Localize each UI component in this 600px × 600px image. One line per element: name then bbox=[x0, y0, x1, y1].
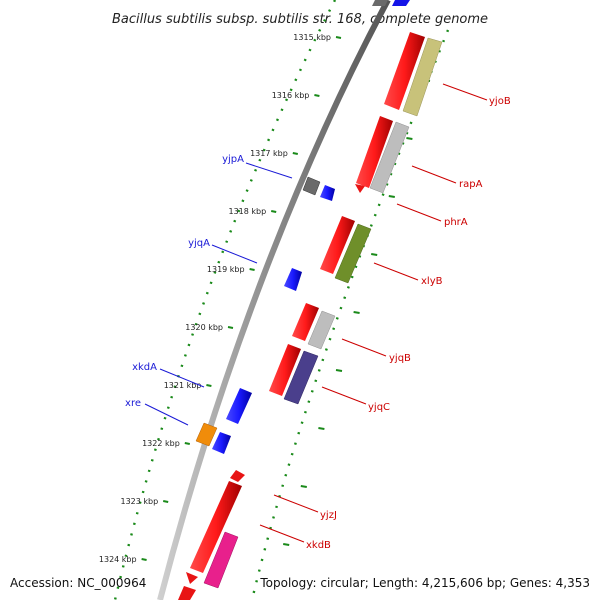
gene-yjoB-arrow bbox=[384, 32, 425, 110]
gene-label-xkdB[interactable]: xkdB bbox=[306, 540, 331, 551]
ruler-label-1320: 1320 kbp bbox=[185, 323, 223, 332]
gene-xlyB-homolog bbox=[334, 223, 372, 284]
accession-label: Accession: NC_000964 bbox=[10, 576, 147, 590]
reverse-gene-labels: yjpA yjqA xkdA xre bbox=[125, 154, 293, 426]
leader-line-yjpA bbox=[245, 162, 293, 179]
topology-label: Topology: circular; Length: 4,215,606 bp… bbox=[260, 576, 590, 590]
ruler-tick-1321 bbox=[206, 384, 212, 387]
ruler-outer-tick-1319 bbox=[353, 311, 360, 314]
ruler-outer-tick-1323 bbox=[283, 543, 290, 546]
ruler-tick-1324 bbox=[141, 558, 147, 561]
gene-yjpA-homolog bbox=[302, 176, 321, 196]
leader-line-xre bbox=[144, 403, 189, 426]
leader-line-yjzJ bbox=[273, 494, 319, 513]
leader-line-rapA bbox=[411, 165, 457, 184]
gene-label-xlyB[interactable]: xlyB bbox=[421, 276, 443, 287]
gene-label-yjpA[interactable]: yjpA bbox=[222, 154, 244, 165]
ruler-outer-tick-1321 bbox=[318, 427, 325, 430]
gene-label-yjoB[interactable]: yjoB bbox=[489, 96, 511, 107]
gene-label-yjqB[interactable]: yjqB bbox=[389, 353, 411, 364]
gene-yjqC-homolog bbox=[283, 350, 319, 405]
ruler-tick-1323 bbox=[163, 500, 169, 503]
ruler-label-1324: 1324 kbp bbox=[99, 555, 137, 564]
gene-bottom-arrow-small bbox=[186, 572, 198, 584]
ruler-outer-tick-1318 bbox=[371, 253, 378, 256]
ruler-outer-tick-1320 bbox=[335, 369, 343, 372]
gene-bottom-arrow bbox=[178, 586, 196, 600]
ruler-label-1318: 1318 kbp bbox=[228, 207, 266, 216]
ruler-tick-1316 bbox=[314, 94, 320, 97]
ruler-tick-1318 bbox=[271, 210, 277, 213]
gene-label-yjqC[interactable]: yjqC bbox=[368, 402, 390, 413]
ruler-tick-1320 bbox=[227, 326, 234, 329]
leader-line-yjqC bbox=[321, 386, 367, 405]
ruler-ticks: 1315 kbp 1316 kbp 1317 kbp 1318 kbp 1319 kbp… bbox=[99, 33, 431, 564]
gene-top-gray bbox=[372, 0, 388, 6]
gene-yjoB-homolog bbox=[402, 37, 443, 117]
sequence-backbone bbox=[157, 0, 391, 600]
forward-genes bbox=[178, 0, 443, 600]
leader-line-xkdA bbox=[159, 368, 205, 388]
gene-top-blue bbox=[392, 0, 410, 6]
gene-yjqB-homolog bbox=[307, 310, 336, 350]
gene-yjpA-arrow bbox=[320, 185, 335, 201]
gene-phrA-arrow bbox=[355, 184, 365, 193]
ruler-outer-tick-1322 bbox=[300, 485, 307, 488]
gene-xlyB-arrow bbox=[320, 216, 355, 274]
ruler-outer-tick-1316 bbox=[406, 137, 413, 140]
ruler-outer-tick-1317 bbox=[388, 195, 395, 198]
gene-yjzJ-arrow bbox=[230, 470, 245, 482]
leader-line-yjqA bbox=[211, 244, 258, 264]
gene-yjqC-arrow bbox=[269, 344, 301, 396]
gene-xre-arrow bbox=[212, 432, 231, 454]
gene-yjqB-arrow bbox=[292, 303, 319, 341]
gene-xkdB-arrow bbox=[190, 481, 242, 573]
gene-rapA-arrow bbox=[356, 116, 393, 188]
leader-line-phrA bbox=[396, 203, 442, 222]
gene-label-rapA[interactable]: rapA bbox=[459, 179, 483, 190]
gene-rapA-homolog bbox=[369, 121, 410, 194]
gene-label-phrA[interactable]: phrA bbox=[444, 217, 468, 228]
ruler-label-1316: 1316 kbp bbox=[272, 91, 310, 100]
gene-xre-homolog bbox=[195, 422, 218, 447]
gene-xkdB-homolog bbox=[203, 531, 239, 589]
gene-label-xkdA[interactable]: xkdA bbox=[132, 362, 157, 373]
gene-label-xre[interactable]: xre bbox=[125, 398, 141, 409]
gene-yjqA-arrow bbox=[284, 268, 302, 291]
forward-gene-labels: yjoB rapA phrA xlyB yjqB yjqC yjzJ xkdB bbox=[259, 83, 511, 551]
gene-label-yjqA[interactable]: yjqA bbox=[188, 238, 210, 249]
genome-title: Bacillus subtilis subsp. subtilis str. 1… bbox=[112, 12, 488, 27]
ruler-tick-1322 bbox=[184, 442, 190, 445]
ruler-label-1317: 1317 kbp bbox=[250, 149, 288, 158]
leader-line-xlyB bbox=[373, 262, 419, 281]
gene-label-yjzJ[interactable]: yjzJ bbox=[320, 510, 337, 521]
reverse-genes bbox=[195, 176, 335, 454]
ruler-label-1323: 1323 kbp bbox=[120, 497, 158, 506]
gene-xkdA-arrow bbox=[226, 388, 252, 424]
leader-line-yjqB bbox=[341, 338, 387, 357]
ruler-label-1319: 1319 kbp bbox=[207, 265, 245, 274]
ruler-label-1321: 1321 kbp bbox=[164, 381, 202, 390]
ruler-label-1322: 1322 kbp bbox=[142, 439, 180, 448]
ruler-tick-1315 bbox=[335, 36, 342, 39]
leader-line-yjoB bbox=[442, 83, 488, 101]
ruler-tick-1317 bbox=[292, 152, 298, 155]
ruler-label-1315: 1315 kbp bbox=[293, 33, 331, 42]
ruler-dotted-line-outer bbox=[250, 29, 450, 600]
leader-line-xkdB bbox=[259, 524, 305, 543]
ruler-tick-1319 bbox=[249, 268, 255, 271]
